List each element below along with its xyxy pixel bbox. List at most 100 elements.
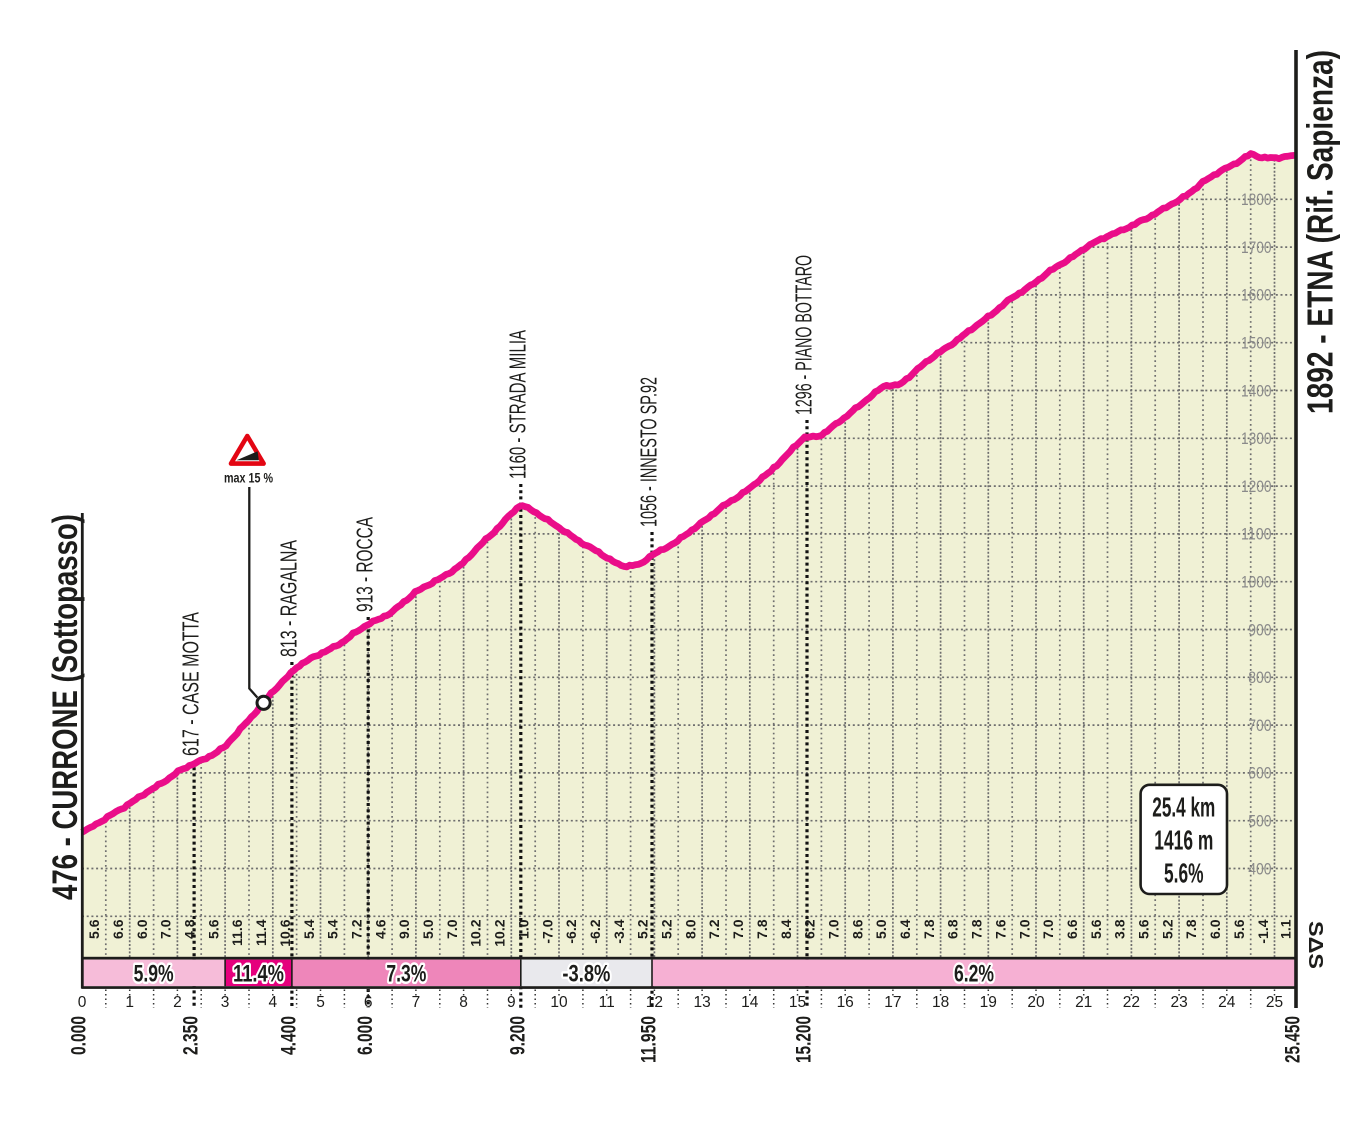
svg-text:1.1: 1.1 [1277,919,1293,939]
svg-text:9.200: 9.200 [505,1016,529,1055]
svg-text:11.950: 11.950 [637,1016,661,1063]
svg-text:6.6: 6.6 [110,919,126,939]
svg-text:5.6%: 5.6% [1164,858,1204,889]
svg-text:23: 23 [1170,994,1187,1011]
svg-text:5.6: 5.6 [1231,919,1247,939]
svg-text:7.8: 7.8 [921,919,937,939]
svg-text:5.6: 5.6 [86,919,102,939]
svg-text:5.2: 5.2 [659,919,675,939]
svg-text:7.3%: 7.3% [386,961,426,988]
svg-text:4.6: 4.6 [372,919,388,939]
svg-text:11.6: 11.6 [229,919,245,946]
svg-text:-6.2: -6.2 [587,919,603,943]
svg-text:1400: 1400 [1241,382,1272,400]
svg-text:6.2: 6.2 [802,919,818,939]
svg-text:10: 10 [550,994,568,1011]
svg-text:476 - CURRONE (Sottopasso): 476 - CURRONE (Sottopasso) [46,514,85,900]
svg-text:7.0: 7.0 [826,919,842,939]
svg-text:6.8: 6.8 [945,919,961,939]
svg-text:7.0: 7.0 [1016,919,1032,939]
svg-text:4.400: 4.400 [277,1016,301,1055]
svg-text:-6.2: -6.2 [563,919,579,943]
svg-text:1800: 1800 [1241,191,1272,209]
svg-text:9.0: 9.0 [396,919,412,939]
svg-text:5.6: 5.6 [205,919,221,939]
svg-text:6.0: 6.0 [134,919,150,939]
svg-text:7.0: 7.0 [158,919,174,939]
svg-text:16: 16 [837,994,854,1011]
svg-text:1: 1 [125,994,134,1011]
svg-text:500: 500 [1248,813,1271,831]
svg-text:SΔS: SΔS [1304,921,1326,969]
svg-text:11: 11 [599,994,615,1011]
svg-text:1416 m: 1416 m [1154,825,1213,856]
svg-text:600: 600 [1248,765,1271,783]
svg-text:5.6: 5.6 [1088,919,1104,939]
svg-text:7.0: 7.0 [730,919,746,939]
svg-text:13: 13 [693,994,710,1011]
svg-text:1296 - PIANO BOTTARO: 1296 - PIANO BOTTARO [791,255,817,415]
svg-text:913 - ROCCA: 913 - ROCCA [352,517,378,612]
svg-text:7.8: 7.8 [969,919,985,939]
svg-text:-3.8%: -3.8% [562,961,610,988]
svg-text:25: 25 [1266,994,1283,1011]
svg-text:22: 22 [1123,994,1140,1011]
svg-text:6: 6 [364,994,373,1011]
svg-text:20: 20 [1027,994,1045,1011]
svg-text:14: 14 [741,994,759,1011]
svg-text:10.6: 10.6 [277,919,293,946]
svg-text:2.350: 2.350 [179,1016,203,1055]
svg-text:2: 2 [173,994,182,1011]
svg-text:700: 700 [1248,717,1271,735]
svg-text:5.4: 5.4 [301,919,317,939]
svg-text:4.8: 4.8 [182,919,198,939]
svg-text:5.2: 5.2 [1159,919,1175,939]
svg-text:5.0: 5.0 [873,919,889,939]
svg-text:5.0: 5.0 [420,919,436,939]
svg-text:617 - CASE MOTTA: 617 - CASE MOTTA [178,612,204,756]
svg-text:-3.4: -3.4 [611,919,627,943]
svg-text:-1.4: -1.4 [1255,919,1271,943]
svg-text:1200: 1200 [1241,478,1272,496]
svg-text:7.6: 7.6 [992,919,1008,939]
svg-text:18: 18 [932,994,949,1011]
svg-text:8.4: 8.4 [778,919,794,939]
svg-text:1160 - STRADA MILIA: 1160 - STRADA MILIA [504,330,530,479]
svg-text:15: 15 [789,994,806,1011]
svg-text:1056 - INNESTO SP.92: 1056 - INNESTO SP.92 [636,377,662,527]
svg-text:8.0: 8.0 [682,919,698,939]
svg-text:8: 8 [459,994,468,1011]
svg-text:21: 21 [1075,994,1092,1011]
svg-text:800: 800 [1248,669,1271,687]
svg-text:6.4: 6.4 [897,919,913,939]
svg-text:1100: 1100 [1241,526,1272,544]
svg-text:7.0: 7.0 [444,919,460,939]
svg-text:400: 400 [1248,860,1271,878]
svg-text:4: 4 [268,994,277,1011]
svg-text:11.4: 11.4 [253,919,269,946]
svg-text:19: 19 [980,994,997,1011]
svg-text:7.8: 7.8 [1183,919,1199,939]
svg-text:10.2: 10.2 [492,919,508,946]
svg-text:3.8: 3.8 [1112,919,1128,939]
svg-text:6.6: 6.6 [1064,919,1080,939]
svg-text:5.9%: 5.9% [134,961,174,988]
svg-text:-7.0: -7.0 [539,919,555,943]
svg-text:9: 9 [507,994,516,1011]
svg-text:5.2: 5.2 [635,919,651,939]
svg-text:6.0: 6.0 [1207,919,1223,939]
svg-text:1000: 1000 [1241,574,1272,592]
svg-text:1500: 1500 [1241,335,1272,353]
svg-text:25.4 km: 25.4 km [1152,792,1215,823]
svg-text:12: 12 [646,994,663,1011]
svg-text:6.2%: 6.2% [954,961,994,988]
svg-text:1300: 1300 [1241,430,1272,448]
svg-text:max 15 %: max 15 % [224,471,273,486]
svg-text:5: 5 [316,994,325,1011]
svg-text:8.6: 8.6 [849,919,865,939]
svg-text:11.4%: 11.4% [233,961,284,988]
svg-text:6.000: 6.000 [353,1016,377,1055]
svg-text:10.2: 10.2 [468,919,484,946]
svg-text:7.2: 7.2 [349,919,365,939]
svg-text:17: 17 [884,994,901,1011]
